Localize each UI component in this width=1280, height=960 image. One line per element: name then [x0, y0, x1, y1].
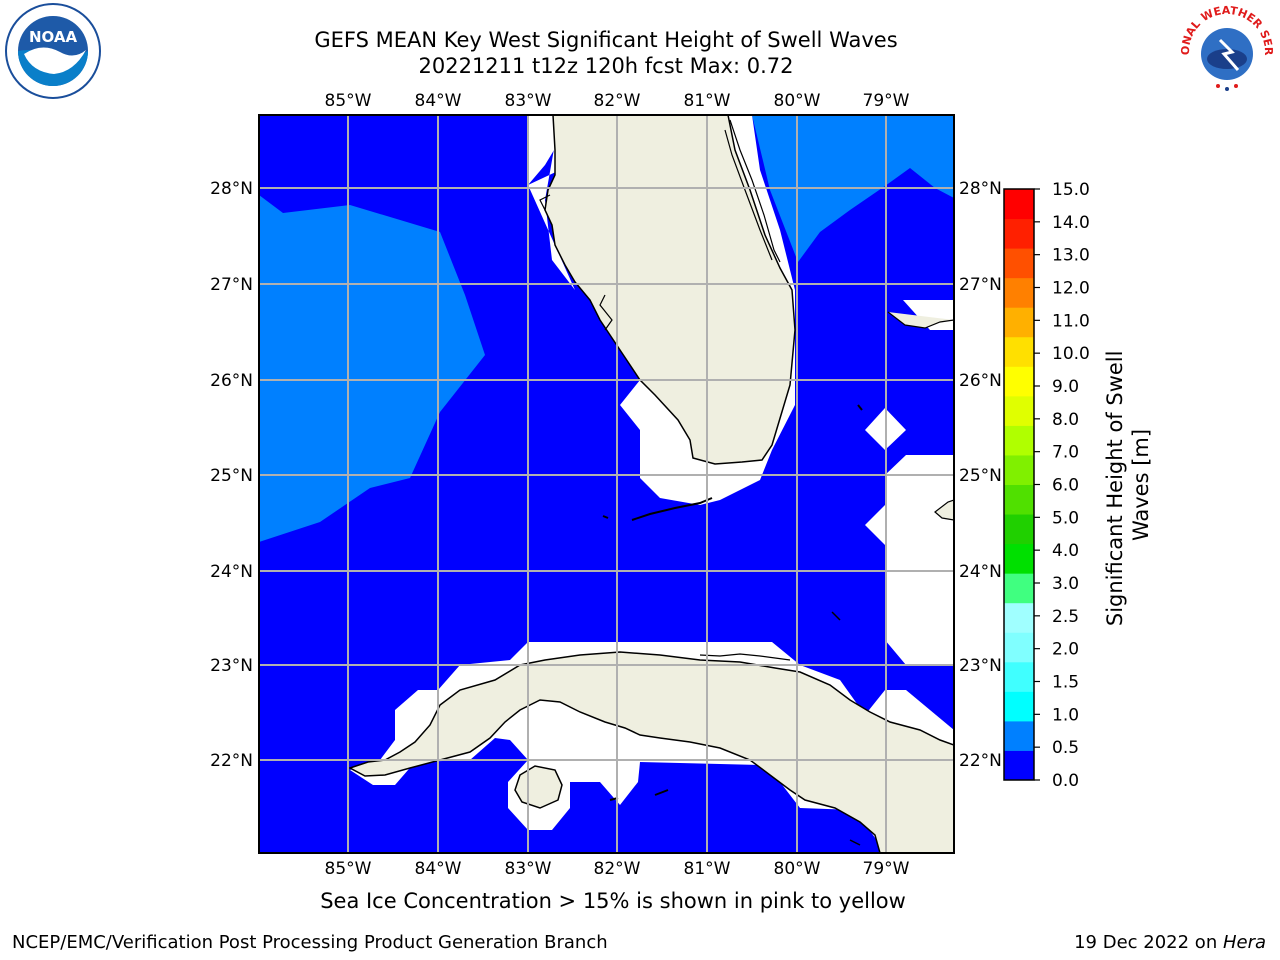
lon-label-bottom: 83°W: [505, 859, 552, 879]
lat-label-right: 24°N: [959, 562, 1002, 582]
colorbar-tick-label: 14.0: [1052, 213, 1090, 233]
colorbar-swatch: [1004, 454, 1034, 485]
lon-label-bottom: 82°W: [594, 859, 641, 879]
colorbar-swatch: [1004, 277, 1034, 308]
footer-credit: NCEP/EMC/Verification Post Processing Pr…: [12, 932, 608, 953]
colorbar-tick-label: 10.0: [1052, 344, 1090, 364]
colorbar-tick-label: 4.0: [1052, 541, 1079, 561]
noaa-logo: NOAA: [5, 3, 101, 99]
colorbar-swatch: [1004, 218, 1034, 249]
colorbar-tick-label: 3.0: [1052, 574, 1079, 594]
lon-label-top: 81°W: [684, 91, 731, 111]
lat-label-right: 26°N: [959, 371, 1002, 391]
lon-label-top: 85°W: [325, 91, 372, 111]
colorbar-tick-label: 1.5: [1052, 673, 1079, 693]
lon-label-top: 79°W: [863, 91, 910, 111]
colorbar-swatch: [1004, 750, 1034, 781]
colorbar-swatch: [1004, 425, 1034, 456]
map-frame: [258, 114, 955, 854]
colorbar-swatch: [1004, 602, 1034, 633]
lat-label-right: 27°N: [959, 275, 1002, 295]
colorbar-tick-label: 7.0: [1052, 443, 1079, 463]
noaa-logo-text: NOAA: [29, 28, 78, 46]
lon-label-bottom: 79°W: [863, 859, 910, 879]
lat-label-left: 23°N: [210, 656, 253, 676]
colorbar-swatch: [1004, 336, 1034, 367]
colorbar-tick-label: 2.0: [1052, 640, 1079, 660]
lon-label-bottom: 84°W: [415, 859, 462, 879]
colorbar-swatch: [1004, 720, 1034, 751]
colorbar-swatch: [1004, 395, 1034, 426]
lat-label-right: 23°N: [959, 656, 1002, 676]
colorbar-swatch: [1004, 691, 1034, 722]
map-area: [259, 115, 954, 853]
lat-label-right: 28°N: [959, 179, 1002, 199]
colorbar-swatch: [1004, 484, 1034, 515]
map-gridlines: [259, 115, 954, 853]
florida-land: [544, 115, 796, 465]
colorbar-swatch: [1004, 632, 1034, 663]
colorbar-tick-label: 6.0: [1052, 476, 1079, 496]
colorbar-tick-label: 15.0: [1052, 180, 1090, 200]
lon-label-top: 82°W: [594, 91, 641, 111]
lon-label-bottom: 85°W: [325, 859, 372, 879]
colorbar-swatch: [1004, 543, 1034, 574]
colorbar-swatch: [1004, 366, 1034, 397]
colorbar-tick-label: 0.0: [1052, 771, 1079, 791]
colorbar-tick-label: 9.0: [1052, 377, 1079, 397]
lon-label-top: 83°W: [505, 91, 552, 111]
lat-label-right: 22°N: [959, 751, 1002, 771]
colorbar-tick-label: 5.0: [1052, 508, 1079, 528]
colorbar-swatch: [1004, 248, 1034, 279]
lat-label-left: 28°N: [210, 179, 253, 199]
footer-date: 19 Dec 2022 on Hera: [1074, 932, 1266, 953]
lat-label-left: 26°N: [210, 371, 253, 391]
lon-label-bottom: 80°W: [774, 859, 821, 879]
lat-label-right: 25°N: [959, 466, 1002, 486]
isla-de-la-juventud: [514, 765, 563, 809]
colorbar-swatch: [1004, 661, 1034, 692]
lon-label-bottom: 81°W: [684, 859, 731, 879]
colorbar-tick-label: 8.0: [1052, 410, 1079, 430]
colorbar-tick-label: 13.0: [1052, 246, 1090, 266]
national-weather-service-logo: NATIONAL WEATHER SERVICE: [1176, 4, 1275, 98]
cuba-land: [348, 651, 954, 853]
lat-label-left: 22°N: [210, 751, 253, 771]
colorbar-swatch: [1004, 514, 1034, 545]
lat-label-left: 24°N: [210, 562, 253, 582]
lon-label-top: 80°W: [774, 91, 821, 111]
colorbar-tick-label: 1.0: [1052, 705, 1079, 725]
colorbar: 0.0 0.5 1.0 1.5 2.0 2.5 3.0 4.0 5.0 6.0 7.0 8.0 9.0 1…: [1003, 180, 1090, 791]
colorbar-swatch: [1004, 189, 1034, 220]
footer-host: Hera: [1222, 932, 1266, 953]
colorbar-tick-label: 11.0: [1052, 311, 1090, 331]
lon-label-top: 84°W: [415, 91, 462, 111]
swell-band-0.5-1.0-gulf: [259, 195, 485, 542]
sea-ice-note: Sea Ice Concentration > 15% is shown in …: [320, 889, 906, 913]
chart-title: GEFS MEAN Key West Significant Height of…: [314, 28, 898, 52]
chart-subtitle: 20221211 t12z 120h fcst Max: 0.72: [418, 54, 794, 78]
colorbar-tick-label: 2.5: [1052, 607, 1079, 627]
colorbar-swatch: [1004, 307, 1034, 338]
colorbar-swatch: [1004, 573, 1034, 604]
lat-label-left: 25°N: [210, 466, 253, 486]
colorbar-label: Significant Height of Swell Waves [m]: [1103, 344, 1153, 626]
footer-date-text: 19 Dec 2022 on: [1074, 932, 1223, 953]
colorbar-tick-label: 12.0: [1052, 279, 1090, 299]
lat-label-left: 27°N: [210, 275, 253, 295]
colorbar-tick-label: 0.5: [1052, 738, 1079, 758]
